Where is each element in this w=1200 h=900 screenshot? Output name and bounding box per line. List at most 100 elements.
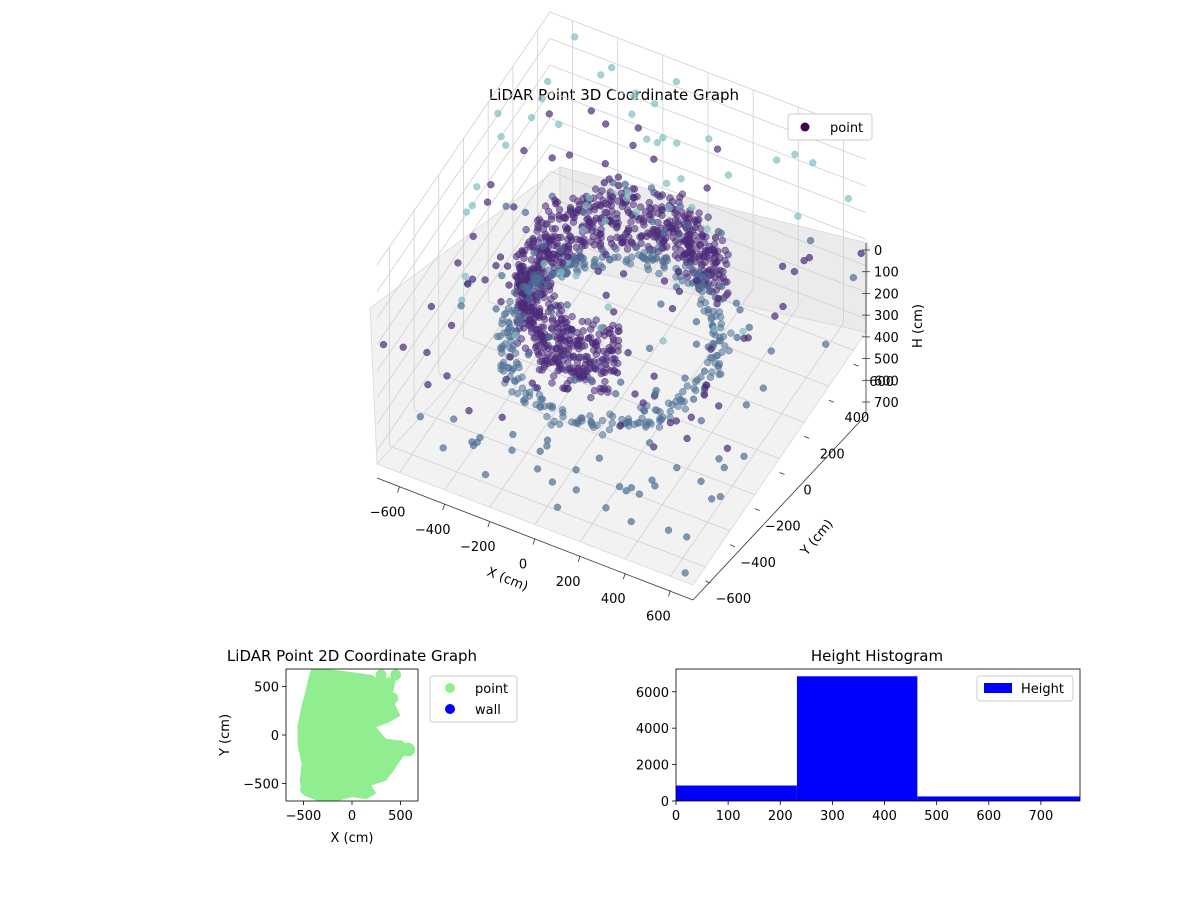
point-1453 (639, 399, 647, 407)
point-1451 (476, 433, 484, 442)
point-1369 (492, 261, 500, 270)
point-671 (596, 384, 604, 392)
z-axis-label-3d: H (cm) (911, 304, 926, 348)
point-1457 (611, 355, 619, 363)
point-1378 (554, 120, 563, 129)
grid-3d (376, 11, 867, 577)
point-773 (548, 379, 556, 387)
chart-3d: LiDAR Point 3D Coordinate Graph −600 −400… (369, 11, 926, 624)
point-1304 (615, 181, 623, 190)
point-1280 (790, 267, 799, 276)
point-1267 (809, 159, 817, 167)
point-1368 (520, 146, 528, 155)
point-1191 (547, 272, 555, 280)
point-1145 (598, 431, 607, 439)
point-927 (721, 342, 729, 350)
point-blob-0 (390, 669, 402, 681)
point-704 (601, 377, 609, 386)
y-tick-label-hist-0: 0 (661, 795, 669, 810)
point-1340 (496, 253, 505, 261)
point-1362 (572, 272, 580, 280)
y-tick-label-2d-0: −500 (243, 778, 279, 793)
point-1230 (668, 304, 677, 313)
point-1458 (779, 302, 787, 311)
x-tick-label-3d-3: 0 (519, 558, 527, 573)
point-846 (700, 239, 708, 247)
chart-3d-title: LiDAR Point 3D Coordinate Graph (489, 86, 739, 104)
point-1271 (503, 262, 512, 270)
point-1383 (701, 383, 709, 392)
point-830 (530, 334, 538, 342)
y-tick-label-2d-1: 0 (271, 729, 279, 744)
point-309 (522, 226, 530, 234)
point-1447 (805, 253, 814, 262)
z-tick-label-3d-7: 700 (874, 396, 899, 411)
point-blob-1 (299, 783, 311, 795)
point-832 (535, 253, 544, 262)
x-tick-label-hist-4: 400 (872, 809, 897, 824)
point-blob-5 (375, 669, 387, 681)
point-1318 (717, 229, 725, 237)
point-blob-2 (401, 742, 416, 757)
point-816 (676, 193, 684, 201)
point-1286 (379, 340, 388, 349)
point-1101 (692, 377, 700, 386)
point-514 (623, 245, 632, 253)
point-891 (547, 215, 556, 223)
point-1206 (461, 272, 469, 280)
point-1298 (767, 347, 775, 355)
point-251 (723, 278, 731, 286)
point-1173 (521, 395, 529, 403)
grid-h-1 (376, 38, 867, 292)
point-1393 (704, 306, 712, 314)
point-1308 (399, 343, 407, 351)
point-1233 (533, 384, 541, 392)
point-710 (554, 319, 562, 327)
point-1255 (608, 63, 616, 72)
x-ticks-2d: −500 0 500 (286, 801, 413, 824)
point-1241 (571, 376, 579, 384)
point-1438 (602, 250, 610, 259)
point-1439 (602, 291, 610, 299)
point-1299 (648, 476, 656, 484)
point-1092 (679, 388, 687, 396)
point-879 (534, 216, 542, 225)
point-1415 (715, 402, 723, 410)
point-1446 (723, 444, 732, 452)
point-1421 (572, 486, 580, 494)
point-821 (658, 191, 666, 199)
point-1388 (778, 262, 787, 270)
point-888 (560, 350, 568, 359)
point-902 (681, 405, 689, 413)
y-axis-label-2d: Y (cm) (218, 714, 233, 757)
point-562 (599, 347, 608, 356)
point-1207 (443, 372, 451, 380)
point-1326 (505, 281, 513, 289)
point-691 (555, 365, 564, 373)
point-883 (586, 365, 594, 373)
point-838 (636, 203, 645, 211)
point-1440 (498, 413, 506, 421)
point-968 (652, 254, 661, 262)
point-1295 (465, 407, 473, 415)
x-tick-mark-3d-2 (487, 521, 491, 528)
point-871 (569, 369, 577, 377)
point-1434 (662, 179, 671, 188)
point-1213 (759, 384, 767, 392)
point-1185 (513, 389, 522, 398)
point-1210 (689, 395, 698, 403)
point-1417 (424, 380, 432, 389)
point-885 (550, 292, 559, 300)
point-1034 (514, 375, 522, 383)
point-1349 (616, 421, 625, 429)
point-1180 (512, 358, 521, 367)
point-1219 (502, 141, 510, 149)
point-1266 (707, 345, 715, 353)
legend-marker-point-2d (445, 683, 455, 693)
point-849 (518, 266, 526, 274)
point-1406 (645, 439, 654, 447)
point-1289 (714, 294, 723, 303)
histogram-bar-2 (917, 796, 1080, 801)
point-1245 (591, 338, 600, 347)
x-tick-label-hist-5: 500 (924, 809, 949, 824)
